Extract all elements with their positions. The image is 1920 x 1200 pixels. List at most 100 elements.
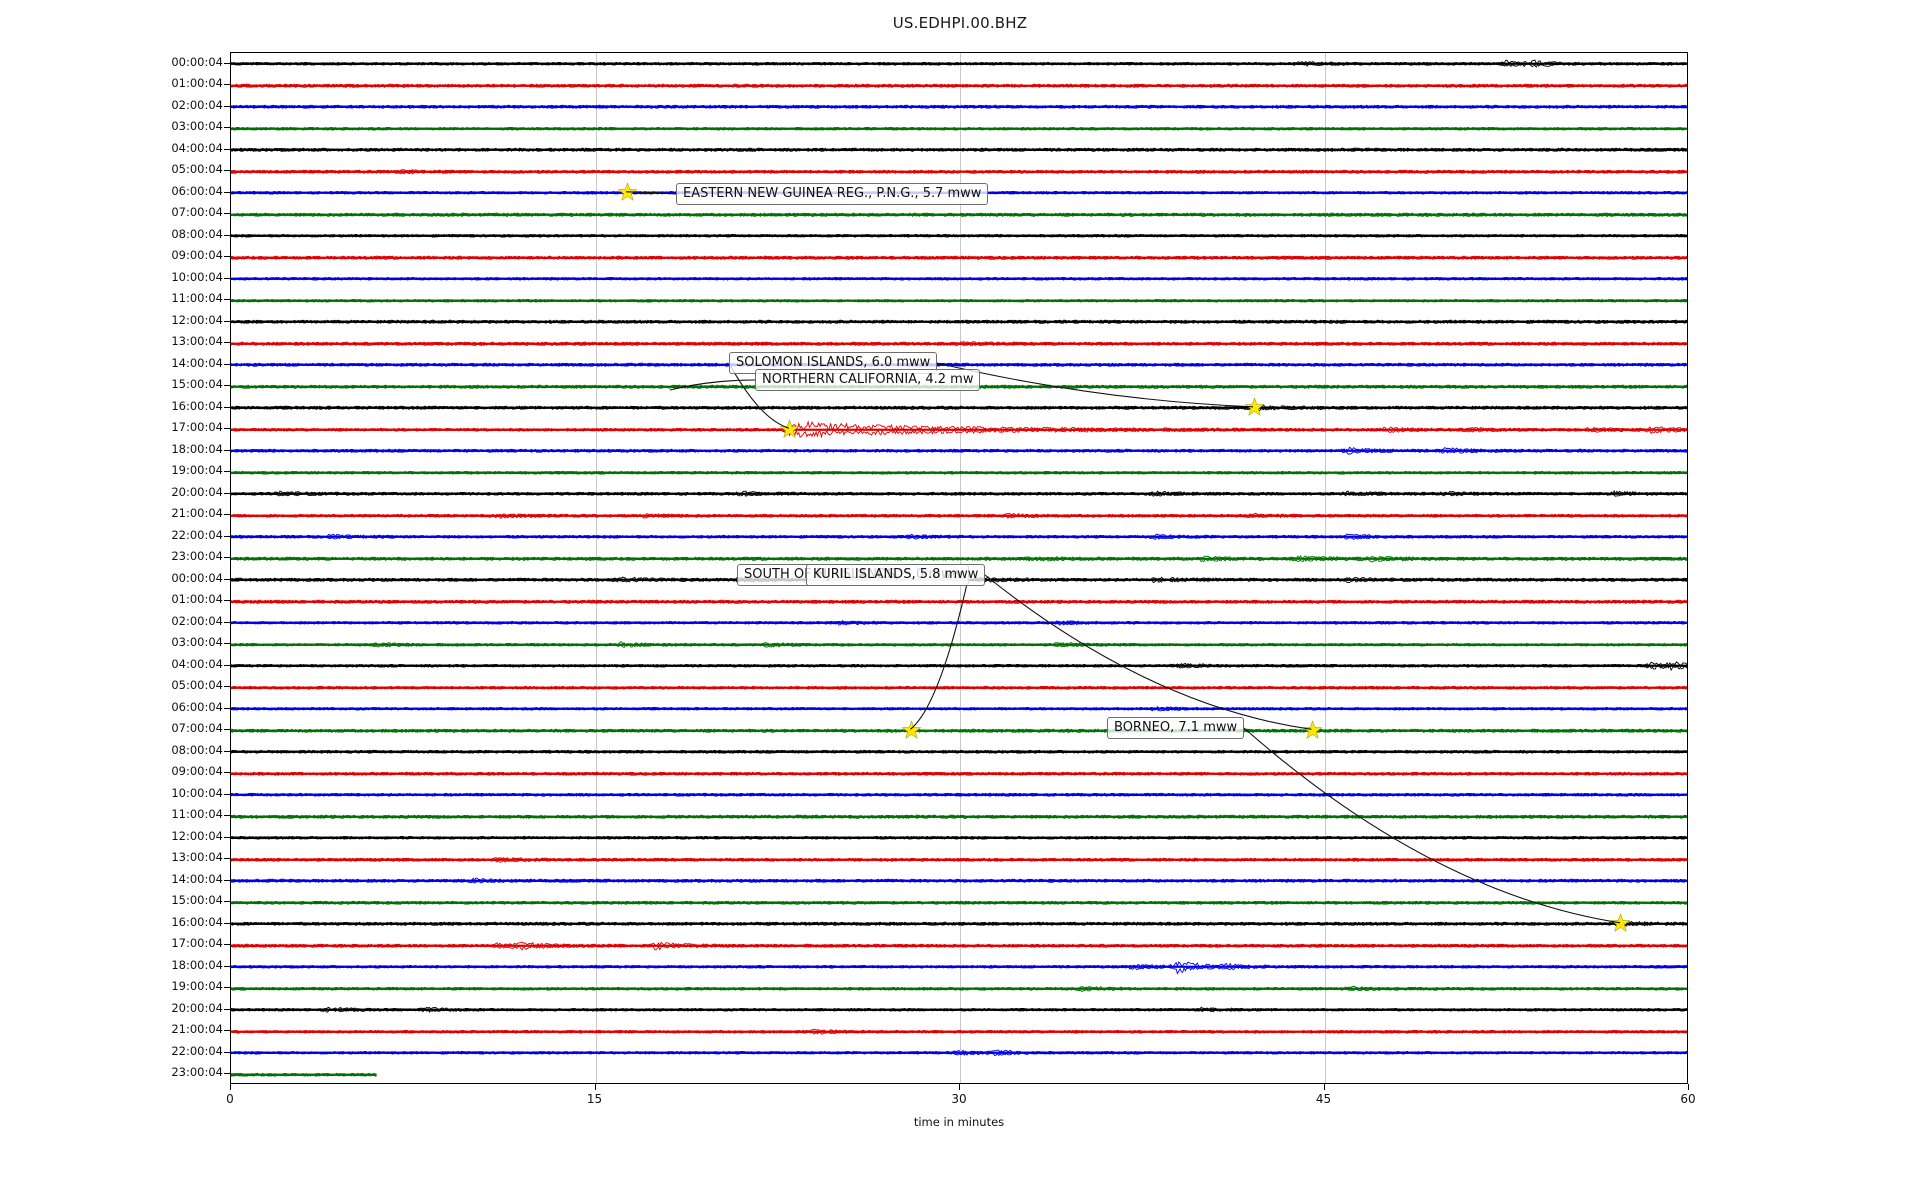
trace-row <box>231 698 1687 720</box>
y-axis-tick-mark <box>224 277 231 279</box>
grid-line <box>1324 53 1326 1083</box>
trace-row <box>231 612 1687 634</box>
y-axis-tick-mark <box>224 1051 231 1053</box>
trace-row <box>231 290 1687 312</box>
trace-row <box>231 96 1687 118</box>
y-axis-tick-mark <box>224 1030 231 1032</box>
y-axis-tick-label: 08:00:04 <box>171 226 223 241</box>
trace-row <box>231 397 1687 419</box>
y-axis-tick-label: 12:00:04 <box>171 828 223 843</box>
y-axis-tick-mark <box>224 793 231 795</box>
trace-row <box>231 1021 1687 1043</box>
trace-row <box>231 978 1687 1000</box>
trace-row <box>231 892 1687 914</box>
y-axis-tick-mark <box>224 1073 231 1075</box>
trace-row <box>231 720 1687 742</box>
y-axis-tick-mark <box>224 449 231 451</box>
trace-row <box>231 1042 1687 1064</box>
y-axis-tick-mark <box>224 363 231 365</box>
y-axis-tick-label: 02:00:04 <box>171 97 223 112</box>
y-axis-tick-label: 09:00:04 <box>171 764 223 779</box>
y-axis-tick-label: 10:00:04 <box>171 785 223 800</box>
y-axis-tick-mark <box>224 987 231 989</box>
y-axis-tick-mark <box>224 320 231 322</box>
y-axis-tick-label: 22:00:04 <box>171 1043 223 1058</box>
trace-row <box>231 827 1687 849</box>
earthquake-star-icon <box>1611 914 1631 933</box>
trace-row <box>231 935 1687 957</box>
y-axis-tick-mark <box>224 62 231 64</box>
y-axis-tick-mark <box>224 815 231 817</box>
trace-row <box>231 268 1687 290</box>
y-axis-tick-mark <box>224 148 231 150</box>
y-axis-tick-mark <box>224 471 231 473</box>
y-axis-tick-label: 16:00:04 <box>171 398 223 413</box>
trace-row <box>231 763 1687 785</box>
y-axis-tick-label: 02:00:04 <box>171 613 223 628</box>
x-axis-tick-mark <box>959 1084 960 1090</box>
trace-row <box>231 505 1687 527</box>
x-axis-tick-label: 45 <box>1315 1092 1332 1106</box>
y-axis-tick-label: 04:00:04 <box>171 656 223 671</box>
y-axis-tick-label: 17:00:04 <box>171 936 223 951</box>
y-axis-tick-label: 09:00:04 <box>171 248 223 263</box>
trace-row <box>231 999 1687 1021</box>
y-axis-tick-mark <box>224 643 231 645</box>
y-axis-tick-label: 19:00:04 <box>171 979 223 994</box>
y-axis-tick-label: 10:00:04 <box>171 269 223 284</box>
x-axis-label: time in minutes <box>913 1115 1005 1129</box>
plot-area <box>230 52 1688 1084</box>
y-axis-tick-mark <box>224 428 231 430</box>
y-axis-tick-label: 06:00:04 <box>171 699 223 714</box>
y-axis-tick-label: 21:00:04 <box>171 506 223 521</box>
y-axis-tick-mark <box>224 299 231 301</box>
y-axis-tick-label: 20:00:04 <box>171 484 223 499</box>
trace-row <box>231 956 1687 978</box>
trace-row <box>231 161 1687 183</box>
y-axis-tick-label: 13:00:04 <box>171 334 223 349</box>
y-axis-tick-mark <box>224 600 231 602</box>
trace-row <box>231 548 1687 570</box>
trace-row <box>231 849 1687 871</box>
event-annotation-label: NORTHERN CALIFORNIA, 4.2 mw <box>755 369 981 391</box>
grid-line <box>595 53 597 1083</box>
y-axis-tick-mark <box>224 836 231 838</box>
trace-row <box>231 311 1687 333</box>
y-axis-tick-mark <box>224 750 231 752</box>
x-axis-tick-label: 30 <box>951 1092 967 1106</box>
y-axis-tick-label: 17:00:04 <box>171 420 223 435</box>
y-axis-tick-label: 22:00:04 <box>171 527 223 542</box>
y-axis-tick-mark <box>224 557 231 559</box>
x-axis-tick-mark <box>1323 1084 1325 1090</box>
earthquake-star-icon <box>617 183 637 202</box>
trace-row <box>231 591 1687 613</box>
page-title: US.EDHPI.00.BHZ <box>892 14 1028 32</box>
y-axis-tick-mark <box>224 535 231 537</box>
trace-row <box>231 784 1687 806</box>
y-axis-tick-label: 00:00:04 <box>171 570 223 585</box>
trace-row <box>231 75 1687 97</box>
y-axis-tick-label: 14:00:04 <box>171 871 223 886</box>
y-axis-tick-label: 20:00:04 <box>171 1000 223 1015</box>
y-axis-tick-label: 23:00:04 <box>171 1065 223 1080</box>
y-axis-tick-label: 01:00:04 <box>171 592 223 607</box>
y-axis-tick-mark <box>224 406 231 408</box>
y-axis-tick-mark <box>224 879 231 881</box>
y-axis-tick-label: 00:00:04 <box>171 54 223 69</box>
y-axis-tick-label: 16:00:04 <box>171 914 223 929</box>
trace-row <box>231 677 1687 699</box>
y-axis-tick-mark <box>224 170 231 172</box>
trace-row <box>231 419 1687 441</box>
y-axis-tick-label: 05:00:04 <box>171 678 223 693</box>
y-axis-tick-label: 15:00:04 <box>171 377 223 392</box>
earthquake-star-icon <box>901 720 921 740</box>
y-axis-tick-mark <box>224 772 231 774</box>
y-axis-tick-mark <box>224 664 231 666</box>
y-axis-tick-label: 11:00:04 <box>171 291 223 306</box>
y-axis-tick-label: 11:00:04 <box>171 807 223 822</box>
trace-row <box>231 139 1687 161</box>
y-axis-tick-mark <box>224 84 231 86</box>
trace-row <box>231 204 1687 226</box>
trace-row <box>231 483 1687 505</box>
